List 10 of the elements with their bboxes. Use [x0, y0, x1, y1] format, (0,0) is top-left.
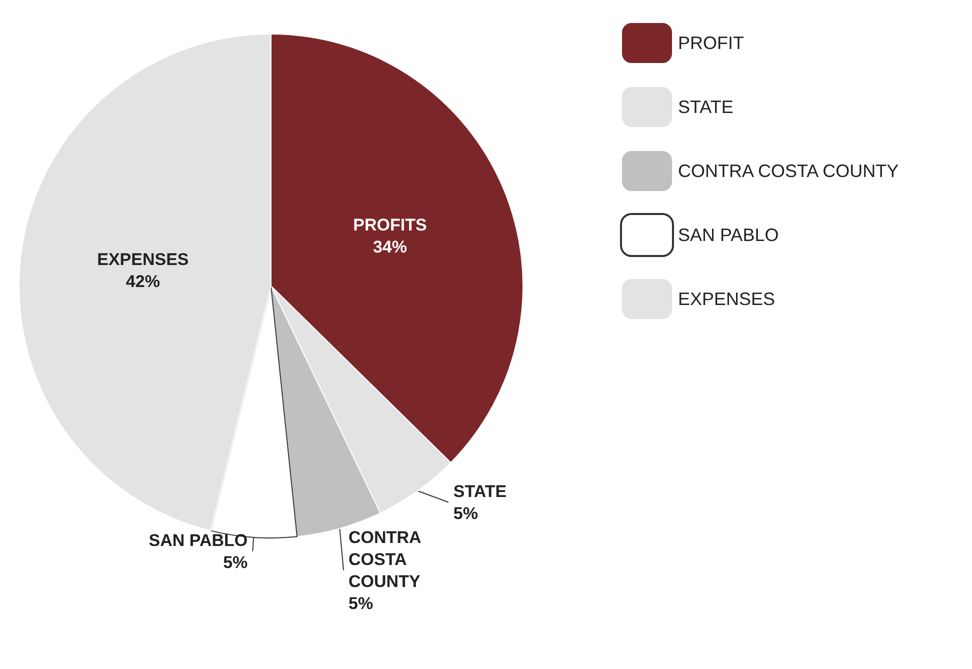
- data-label: STATE 5%: [453, 482, 507, 523]
- legend-label: STATE: [678, 97, 734, 117]
- legend-label: SAN PABLO: [678, 225, 779, 245]
- legend-label: EXPENSES: [678, 289, 776, 309]
- data-label: SAN PABLO 5%: [148, 530, 248, 572]
- data-label: EXPENSES 42%: [97, 250, 189, 291]
- legend-label: PROFIT: [678, 33, 744, 53]
- data-label: CONTRA COSTA COUNTY 5%: [348, 528, 422, 613]
- legend-label: CONTRA COSTA COUNTY: [678, 161, 899, 181]
- data-label: PROFITS 34%: [353, 216, 427, 257]
